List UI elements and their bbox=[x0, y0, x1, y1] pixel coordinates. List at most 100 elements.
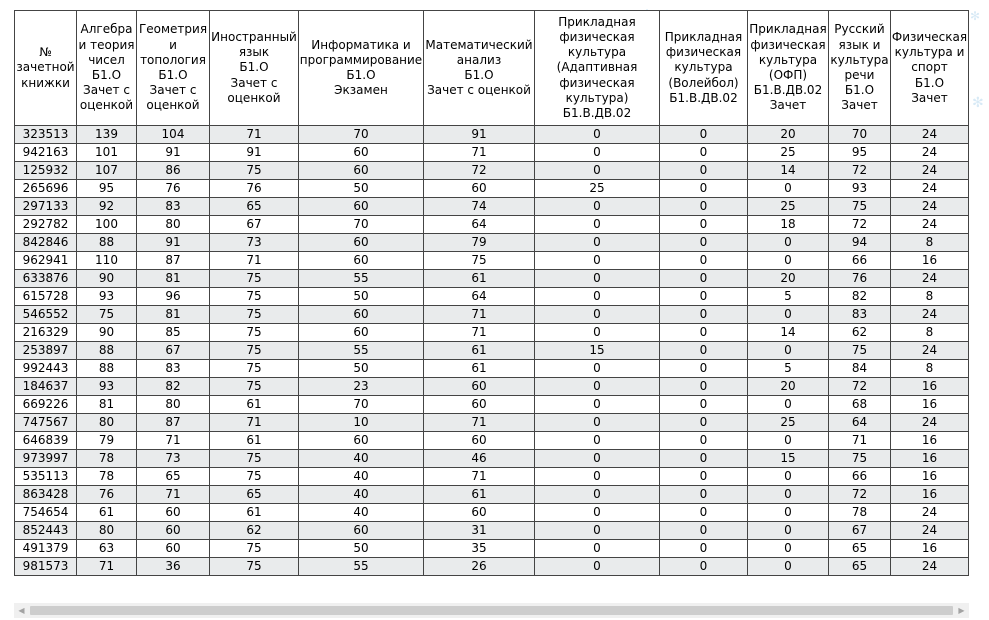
grade-cell: 76 bbox=[136, 179, 210, 198]
horizontal-scrollbar[interactable]: ◀ ▶ bbox=[14, 603, 969, 618]
table-row: 747567 80 87 71 10 71 0 0 25 64 24 bbox=[14, 413, 969, 432]
grade-cell: 0 bbox=[534, 269, 660, 288]
grade-cell: 8 bbox=[890, 323, 969, 342]
column-header: Иностранный язык Б1.О Зачет с оценкой bbox=[209, 10, 299, 126]
column-header-line: программирование bbox=[299, 52, 423, 67]
column-header-line: (Адаптивная bbox=[556, 60, 638, 75]
table-row: 292782 100 80 67 70 64 0 0 18 72 24 bbox=[14, 215, 969, 234]
record-book-number-cell: 633876 bbox=[14, 269, 77, 288]
column-header-line: Б1.О bbox=[844, 83, 875, 98]
grade-cell: 20 bbox=[747, 125, 829, 144]
grade-cell: 93 bbox=[828, 179, 891, 198]
grade-cell: 65 bbox=[828, 539, 891, 558]
grade-cell: 64 bbox=[423, 287, 535, 306]
table-header: № зачетной книжки Алгебра и теория чисел Б1.О З… bbox=[14, 10, 969, 126]
column-header-line: культура bbox=[674, 60, 733, 75]
grade-cell: 72 bbox=[828, 161, 891, 180]
grade-cell: 25 bbox=[747, 413, 829, 432]
grade-cell: 76 bbox=[209, 179, 299, 198]
grade-cell: 71 bbox=[209, 251, 299, 270]
grade-cell: 36 bbox=[136, 557, 210, 576]
column-header: Геометрия и топология Б1.О Зачет с оценкой bbox=[136, 10, 210, 126]
snowflake-icon: ✻ bbox=[972, 95, 984, 111]
column-header-line: Прикладная bbox=[749, 22, 827, 37]
grade-cell: 16 bbox=[890, 251, 969, 270]
scroll-left-arrow[interactable]: ◀ bbox=[14, 603, 29, 618]
grade-cell: 46 bbox=[423, 449, 535, 468]
record-book-number-cell: 669226 bbox=[14, 395, 77, 414]
grade-cell: 90 bbox=[76, 269, 137, 288]
table-row: 646839 79 71 61 60 60 0 0 0 71 16 bbox=[14, 431, 969, 450]
grade-cell: 75 bbox=[209, 341, 299, 360]
column-header-line: Прикладная bbox=[558, 14, 636, 29]
record-book-number-cell: 973997 bbox=[14, 449, 77, 468]
grade-cell: 88 bbox=[76, 233, 137, 252]
grade-cell: 50 bbox=[298, 287, 424, 306]
column-header-line: зачетной bbox=[16, 60, 75, 75]
grade-cell: 80 bbox=[76, 413, 137, 432]
column-header-line: Б1.О bbox=[914, 75, 945, 90]
record-book-number-cell: 992443 bbox=[14, 359, 77, 378]
grade-cell: 0 bbox=[534, 467, 660, 486]
grade-cell: 75 bbox=[209, 539, 299, 558]
grade-cell: 0 bbox=[659, 539, 748, 558]
record-book-number-cell: 253897 bbox=[14, 341, 77, 360]
column-header-line: книжки bbox=[21, 75, 70, 90]
grade-cell: 8 bbox=[890, 359, 969, 378]
record-book-number-cell: 125932 bbox=[14, 161, 77, 180]
table-row: 535113 78 65 75 40 71 0 0 0 66 16 bbox=[14, 467, 969, 486]
table-row: 852443 80 60 62 60 31 0 0 0 67 24 bbox=[14, 521, 969, 540]
snowflake-icon: ✻ bbox=[970, 9, 981, 23]
grade-cell: 79 bbox=[423, 233, 535, 252]
grade-cell: 60 bbox=[423, 431, 535, 450]
scrollbar-thumb[interactable] bbox=[30, 606, 953, 615]
grade-cell: 90 bbox=[76, 323, 137, 342]
column-header-line: анализ bbox=[456, 52, 502, 67]
column-header-line: физическая bbox=[559, 75, 635, 90]
grade-cell: 0 bbox=[534, 557, 660, 576]
grade-cell: 61 bbox=[423, 341, 535, 360]
grade-cell: 60 bbox=[136, 503, 210, 522]
grade-cell: 24 bbox=[890, 503, 969, 522]
column-header-line: (ОФП) bbox=[768, 68, 808, 82]
scroll-right-arrow[interactable]: ▶ bbox=[954, 603, 969, 618]
grade-cell: 24 bbox=[890, 557, 969, 576]
record-book-number-cell: 546552 bbox=[14, 305, 77, 324]
grade-cell: 0 bbox=[747, 341, 829, 360]
grade-cell: 0 bbox=[534, 323, 660, 342]
grade-cell: 0 bbox=[659, 395, 748, 414]
grade-cell: 93 bbox=[76, 377, 137, 396]
grade-cell: 0 bbox=[534, 503, 660, 522]
grade-cell: 61 bbox=[423, 269, 535, 288]
column-header: Алгебра и теория чисел Б1.О Зачет с оценкой bbox=[76, 10, 137, 126]
grade-cell: 0 bbox=[659, 485, 748, 504]
table-row: 973997 78 73 75 40 46 0 0 15 75 16 bbox=[14, 449, 969, 468]
grade-cell: 82 bbox=[828, 287, 891, 306]
grade-cell: 0 bbox=[534, 395, 660, 414]
grade-cell: 75 bbox=[209, 449, 299, 468]
grade-cell: 60 bbox=[298, 521, 424, 540]
record-book-number-cell: 615728 bbox=[14, 287, 77, 306]
grade-cell: 16 bbox=[890, 431, 969, 450]
grade-cell: 0 bbox=[659, 251, 748, 270]
table-row: 265696 95 76 76 50 60 25 0 0 93 24 bbox=[14, 179, 969, 198]
grade-cell: 64 bbox=[423, 215, 535, 234]
grade-cell: 23 bbox=[298, 377, 424, 396]
grade-cell: 80 bbox=[136, 215, 210, 234]
grade-cell: 0 bbox=[747, 251, 829, 270]
grade-cell: 75 bbox=[209, 323, 299, 342]
record-book-number-cell: 323513 bbox=[14, 125, 77, 144]
table-row: 754654 61 60 61 40 60 0 0 0 78 24 bbox=[14, 503, 969, 522]
grade-cell: 15 bbox=[534, 341, 660, 360]
grade-cell: 24 bbox=[890, 305, 969, 324]
grade-cell: 0 bbox=[534, 287, 660, 306]
grade-cell: 71 bbox=[209, 125, 299, 144]
grade-cell: 75 bbox=[828, 341, 891, 360]
grade-cell: 73 bbox=[209, 233, 299, 252]
grade-cell: 72 bbox=[423, 161, 535, 180]
grade-cell: 68 bbox=[828, 395, 891, 414]
grade-cell: 0 bbox=[534, 161, 660, 180]
grade-cell: 64 bbox=[828, 413, 891, 432]
grade-cell: 75 bbox=[828, 449, 891, 468]
